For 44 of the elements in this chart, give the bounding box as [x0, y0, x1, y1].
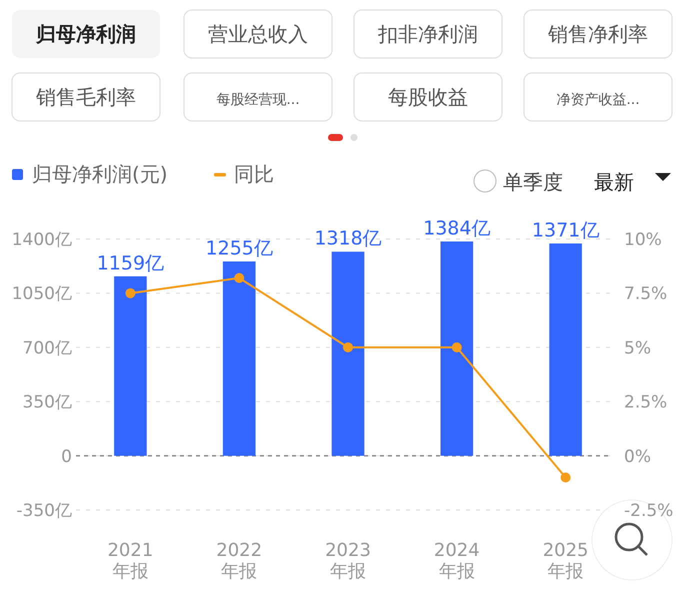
point — [560, 472, 571, 482]
x-tick-label: 2024 年报 — [434, 540, 480, 582]
y2-tick-label: 10% — [624, 230, 662, 250]
y-tick-label: 700亿 — [22, 338, 72, 358]
data-label: 1384亿 — [423, 217, 490, 240]
text: 销售毛利率 — [35, 85, 136, 109]
text: 每股收益 — [388, 85, 468, 109]
point — [343, 342, 353, 352]
data-label: 1371亿 — [532, 219, 600, 242]
y-tick-label: 1400亿 — [12, 230, 72, 250]
x-tick-label: 2023 年报 — [325, 540, 371, 582]
y2-tick-label: 2.5% — [624, 392, 668, 413]
legend-label: 归母净利润(元) — [32, 162, 168, 186]
text: 净资产收益... — [556, 92, 640, 108]
y2-tick-label: 0% — [624, 446, 651, 467]
x-tick-label: 2021 年报 — [107, 540, 154, 582]
y-tick-label: 0 — [61, 446, 72, 467]
bar — [332, 252, 364, 456]
text: 营业总收入 — [208, 22, 308, 46]
y-tick-label: 1050亿 — [12, 284, 72, 304]
bar — [222, 261, 256, 456]
y2-tick-label: 7.5% — [624, 284, 668, 304]
data-label: 1318亿 — [314, 228, 382, 250]
bar — [549, 243, 582, 456]
y-tick-label: 350亿 — [22, 392, 72, 413]
point — [234, 273, 244, 284]
bar — [440, 241, 474, 456]
legend-label: 同比 — [234, 162, 274, 186]
x-tick-label: 2025 年报 — [542, 540, 589, 582]
point — [452, 342, 462, 352]
bar — [114, 276, 147, 456]
y2-tick-label: -2.5% — [624, 501, 674, 521]
point — [125, 288, 136, 298]
text: 扣非净利润 — [377, 22, 478, 46]
text: 每股经营现... — [216, 92, 300, 108]
text: 销售净利率 — [547, 22, 648, 46]
y-tick-label: -350亿 — [16, 501, 72, 521]
y2-tick-label: 5% — [624, 338, 651, 358]
text: 归母净利润 — [35, 22, 136, 46]
data-label: 1255亿 — [206, 237, 273, 260]
text: 单季度 — [503, 170, 563, 194]
text: 最新 — [594, 170, 634, 194]
data-label: 1159亿 — [96, 252, 164, 274]
x-tick-label: 2022 年报 — [216, 540, 262, 582]
